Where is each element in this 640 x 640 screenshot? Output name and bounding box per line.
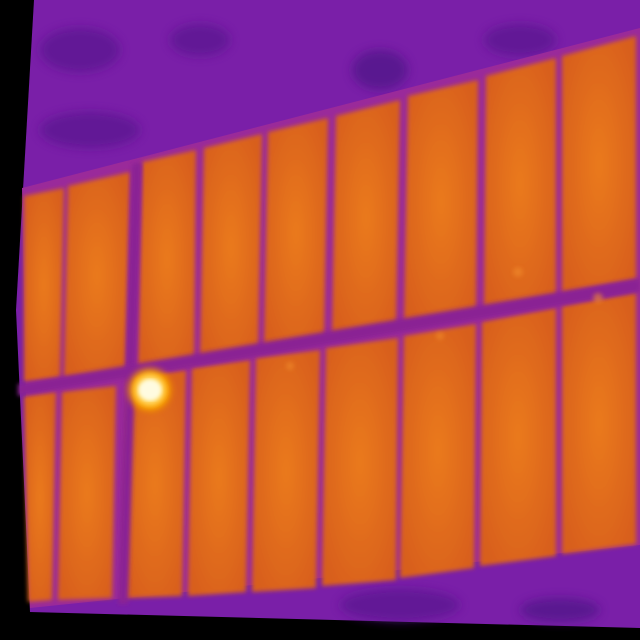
solar-cell bbox=[200, 134, 262, 360]
panel-row-upper bbox=[24, 36, 636, 382]
solar-cell bbox=[124, 370, 186, 598]
solar-cell bbox=[480, 308, 556, 566]
panel-row-lower bbox=[24, 292, 636, 602]
ground-texture bbox=[40, 24, 600, 622]
solar-cell bbox=[322, 338, 398, 586]
solar-cell bbox=[252, 350, 320, 592]
solar-cell bbox=[24, 188, 64, 382]
solar-cell bbox=[58, 386, 116, 600]
solar-cell bbox=[400, 324, 476, 578]
solar-cell bbox=[24, 392, 56, 602]
hotspot bbox=[124, 364, 176, 416]
solar-cell bbox=[484, 58, 556, 310]
solar-cell bbox=[562, 292, 636, 554]
solar-cell bbox=[188, 360, 250, 596]
solar-cell bbox=[64, 172, 130, 378]
warm-spots bbox=[286, 267, 603, 370]
solar-cell bbox=[138, 150, 196, 368]
solar-cell bbox=[562, 36, 636, 294]
solar-cell bbox=[332, 100, 400, 336]
solar-cell bbox=[264, 118, 328, 348]
row-divider bbox=[18, 278, 640, 396]
solar-cell bbox=[404, 80, 478, 324]
